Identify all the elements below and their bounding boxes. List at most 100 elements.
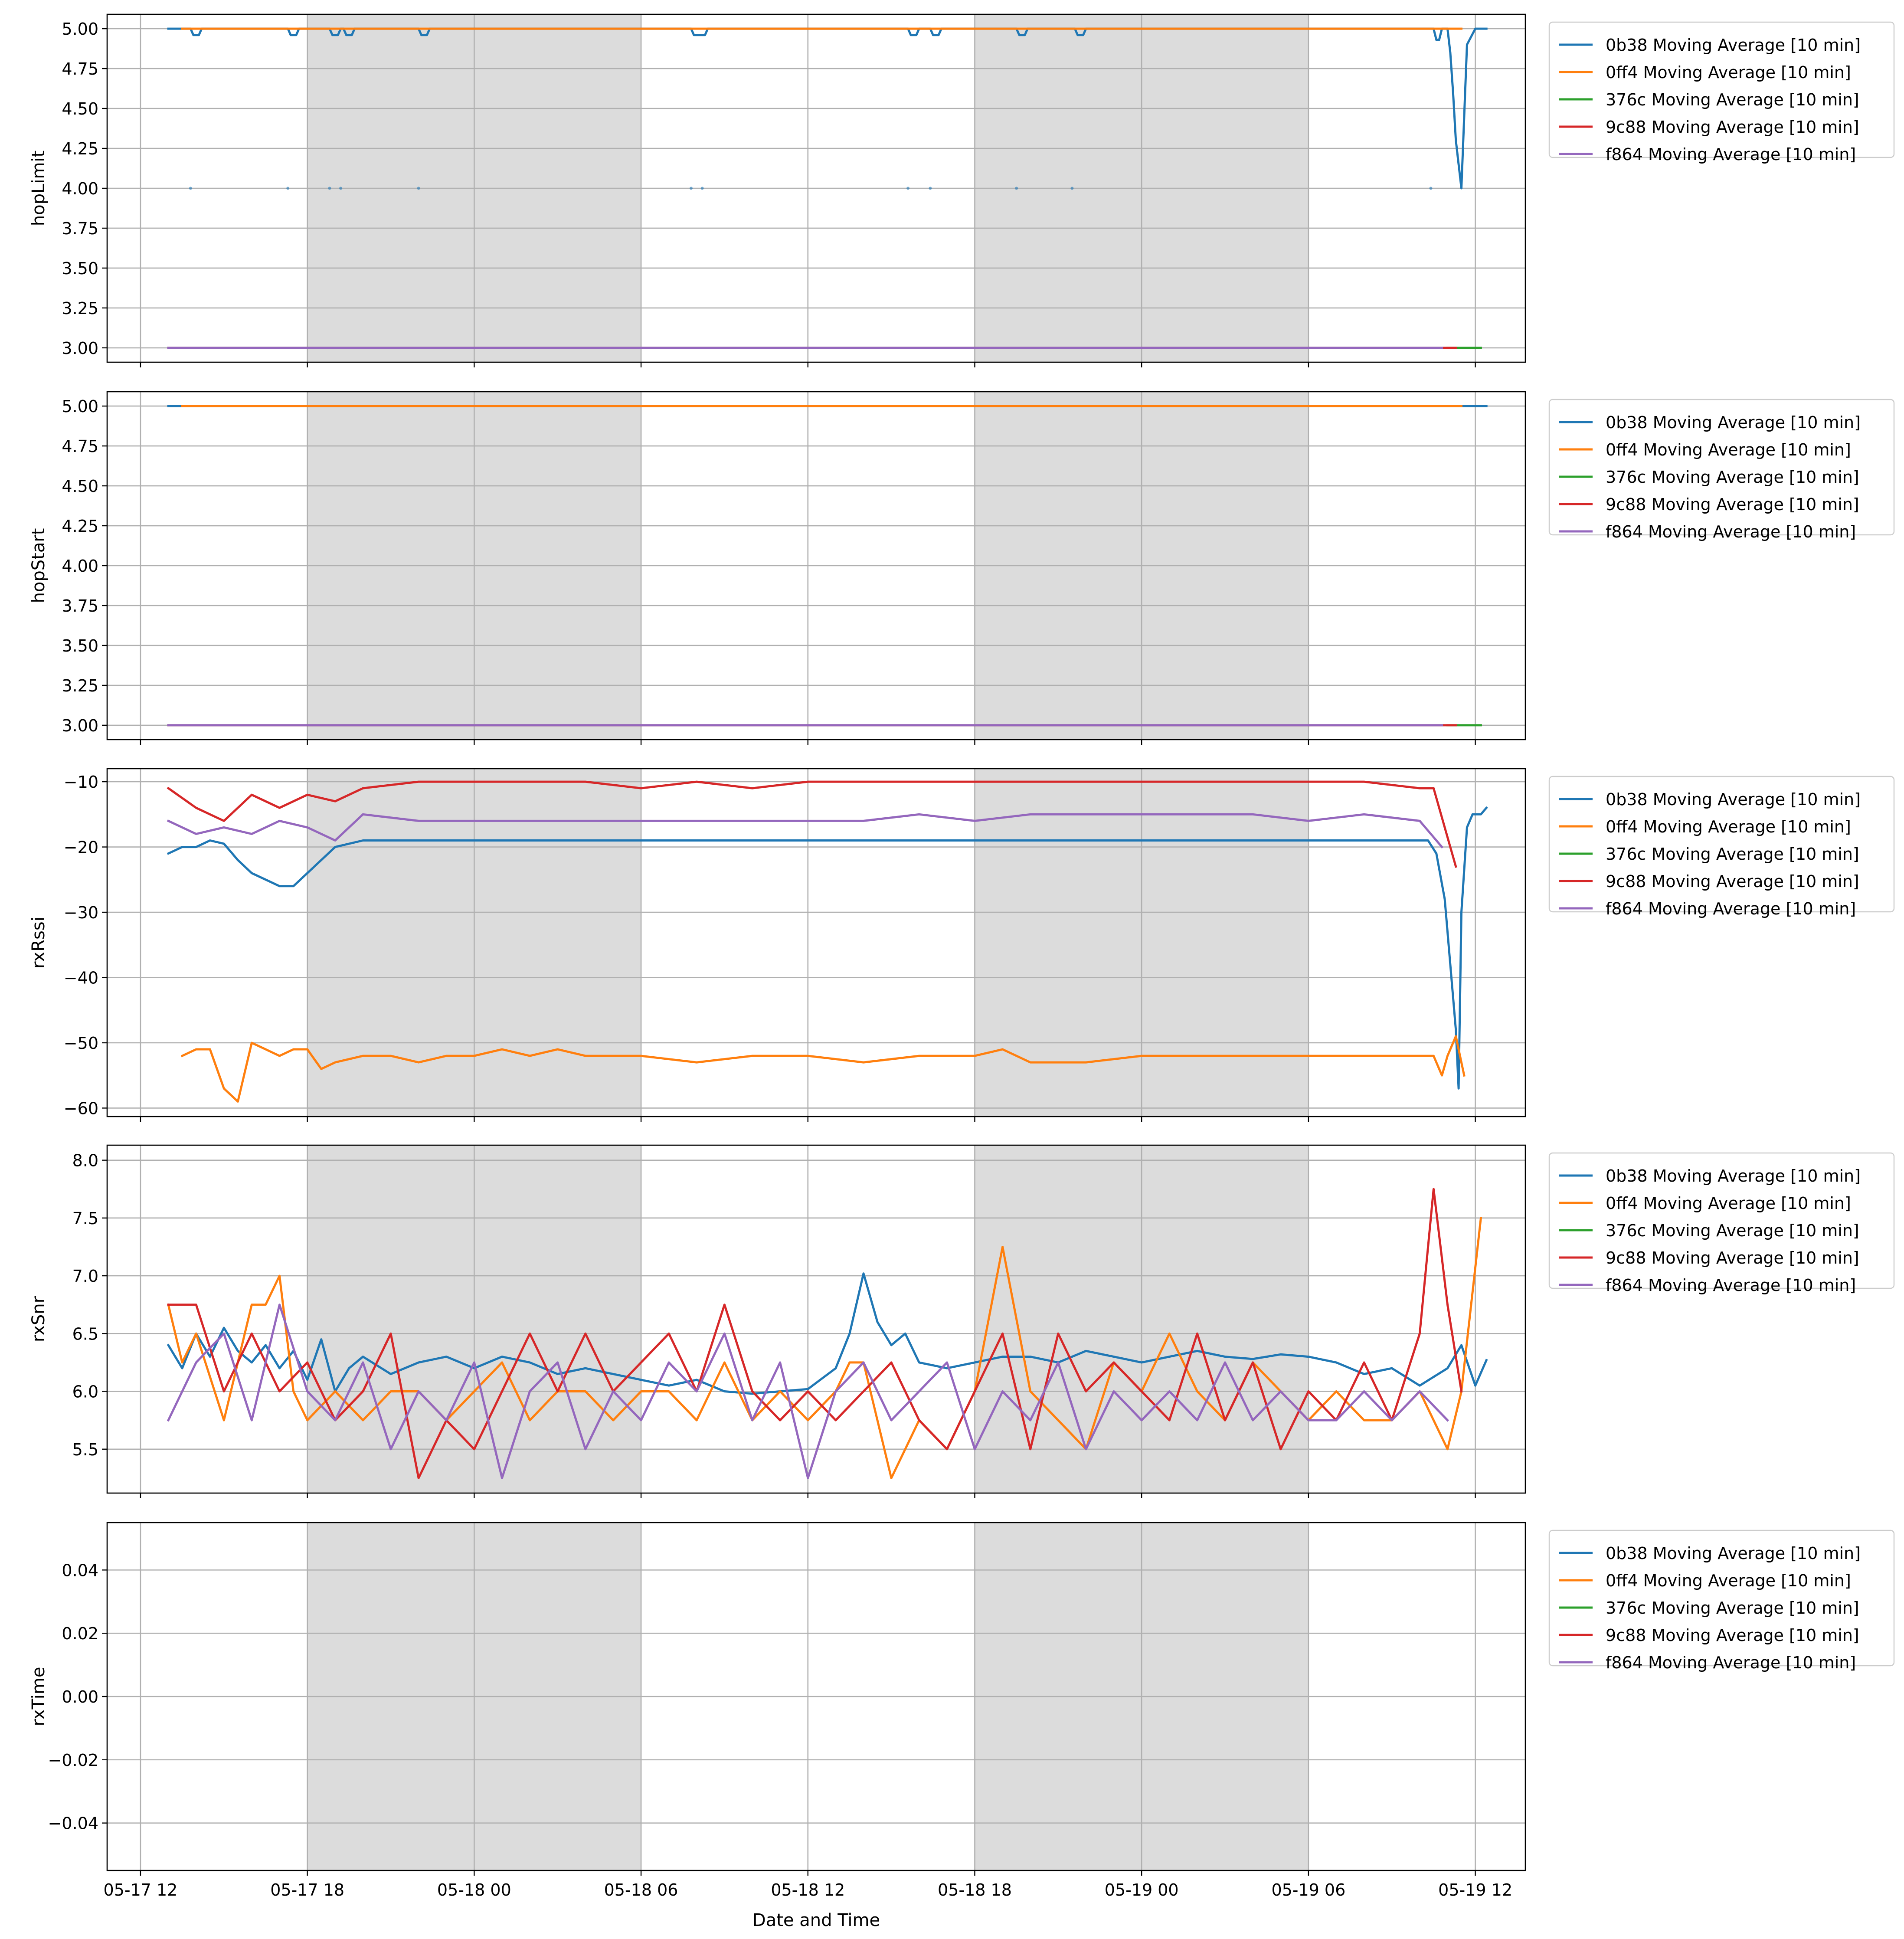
y-tick-label: 7.5 xyxy=(72,1209,98,1228)
data-point-0b38 xyxy=(906,187,910,190)
series-line-9c88 xyxy=(167,780,1457,868)
y-tick-label: 3.75 xyxy=(62,596,98,616)
y-tick-label: 0.02 xyxy=(62,1624,98,1643)
legend-box xyxy=(1548,1530,1895,1667)
x-tick-label: 05-17 18 xyxy=(270,1880,344,1900)
legend-label-9c88: 9c88 Moving Average [10 min] xyxy=(1606,495,1859,514)
data-point-0b38 xyxy=(1429,187,1433,190)
legend-label-f864: f864 Moving Average [10 min] xyxy=(1606,522,1856,541)
y-tick-label: 7.0 xyxy=(72,1267,98,1286)
data-point-0b38 xyxy=(700,187,704,190)
y-tick-label: 4.75 xyxy=(62,59,98,79)
legend-label-0b38: 0b38 Moving Average [10 min] xyxy=(1606,1166,1861,1186)
legend-label-f864: f864 Moving Average [10 min] xyxy=(1606,1276,1856,1295)
legend: 0b38 Moving Average [10 min] 0ff4 Moving … xyxy=(1548,1152,1895,1295)
legend-label-f864: f864 Moving Average [10 min] xyxy=(1606,145,1856,164)
y-tick-label: 6.0 xyxy=(72,1382,98,1402)
plot-frame xyxy=(106,391,1526,740)
y-tick-label: −60 xyxy=(64,1099,98,1118)
y-axis-label: rxSnr xyxy=(29,1296,49,1342)
plot-frame xyxy=(106,13,1526,363)
y-tick-label: 5.5 xyxy=(72,1440,98,1459)
y-tick-label: 3.25 xyxy=(62,299,98,318)
legend-label-0ff4: 0ff4 Moving Average [10 min] xyxy=(1606,63,1851,82)
data-point-0b38 xyxy=(339,187,343,190)
legend: 0b38 Moving Average [10 min] 0ff4 Moving … xyxy=(1548,399,1895,541)
y-tick-label: −0.02 xyxy=(48,1751,98,1770)
y-tick-label: 4.50 xyxy=(62,99,98,118)
legend-label-376c: 376c Moving Average [10 min] xyxy=(1606,845,1859,864)
legend-label-376c: 376c Moving Average [10 min] xyxy=(1606,1598,1859,1618)
y-tick-label: 3.50 xyxy=(62,259,98,278)
legend-box xyxy=(1548,1152,1895,1289)
legend-label-0b38: 0b38 Moving Average [10 min] xyxy=(1606,1544,1861,1563)
x-axis-label: Date and Time xyxy=(752,1910,880,1930)
data-point-0b38 xyxy=(189,187,192,190)
data-point-0b38 xyxy=(417,187,420,190)
y-tick-label: 4.25 xyxy=(62,517,98,536)
y-tick-label: 3.25 xyxy=(62,676,98,695)
y-tick-label: −50 xyxy=(64,1034,98,1053)
x-tick-label: 05-18 06 xyxy=(604,1880,678,1900)
y-tick-label: 6.5 xyxy=(72,1324,98,1343)
y-tick-label: 3.00 xyxy=(62,716,98,735)
data-point-0b38 xyxy=(1015,187,1018,190)
legend-label-0ff4: 0ff4 Moving Average [10 min] xyxy=(1606,1194,1851,1213)
legend-label-9c88: 9c88 Moving Average [10 min] xyxy=(1606,1626,1859,1645)
series-line-0ff4 xyxy=(180,1035,1466,1103)
legend-box xyxy=(1548,776,1895,913)
legend: 0b38 Moving Average [10 min] 0ff4 Moving … xyxy=(1548,21,1895,164)
y-tick-label: −0.04 xyxy=(48,1814,98,1833)
series-line-f864 xyxy=(167,813,1444,849)
legend-label-0b38: 0b38 Moving Average [10 min] xyxy=(1606,790,1861,809)
legend-label-0ff4: 0ff4 Moving Average [10 min] xyxy=(1606,817,1851,836)
data-point-0b38 xyxy=(689,187,693,190)
panel-rxTime: 05-17 12 05-17 18 05-18 00 05-18 06 05-18 12… xyxy=(29,1522,1895,1900)
x-tick-label: 05-19 06 xyxy=(1271,1880,1345,1900)
legend-label-9c88: 9c88 Moving Average [10 min] xyxy=(1606,1248,1859,1268)
y-tick-label: 4.00 xyxy=(62,179,98,198)
legend-box xyxy=(1548,399,1895,536)
data-point-0b38 xyxy=(328,187,331,190)
legend-label-376c: 376c Moving Average [10 min] xyxy=(1606,1221,1859,1240)
x-tick-label: 05-18 12 xyxy=(771,1880,845,1900)
x-tick-label: 05-18 00 xyxy=(437,1880,511,1900)
y-tick-label: 5.00 xyxy=(62,20,98,39)
panel-hopLimit: 3.00 3.25 3.50 3.75 4.00 4.25 4.50 4.75 5.00 hopL… xyxy=(29,13,1895,367)
data-point-0b38 xyxy=(1070,187,1074,190)
data-point-0b38 xyxy=(929,187,932,190)
legend-label-0b38: 0b38 Moving Average [10 min] xyxy=(1606,36,1861,55)
legend-label-0b38: 0b38 Moving Average [10 min] xyxy=(1606,413,1861,432)
y-tick-label: 3.00 xyxy=(62,339,98,358)
legend-label-0ff4: 0ff4 Moving Average [10 min] xyxy=(1606,1571,1851,1590)
x-tick-label: 05-17 12 xyxy=(104,1880,178,1900)
legend-label-376c: 376c Moving Average [10 min] xyxy=(1606,90,1859,109)
y-tick-label: 5.00 xyxy=(62,397,98,416)
y-axis-label: hopLimit xyxy=(29,151,49,226)
y-tick-label: −10 xyxy=(64,773,98,792)
panel-hopStart: 3.00 3.25 3.50 3.75 4.00 4.25 4.50 4.75 5.00 hopS… xyxy=(29,391,1895,745)
series-line-f864 xyxy=(167,1304,1449,1479)
y-tick-label: 4.00 xyxy=(62,557,98,576)
y-tick-label: 4.25 xyxy=(62,139,98,158)
y-tick-label: −20 xyxy=(64,838,98,857)
data-point-0b38 xyxy=(286,187,290,190)
x-tick-label: 05-18 18 xyxy=(938,1880,1012,1900)
legend-label-f864: f864 Moving Average [10 min] xyxy=(1606,1653,1856,1672)
x-tick-label: 05-19 00 xyxy=(1105,1880,1179,1900)
y-axis-label: rxTime xyxy=(29,1667,49,1726)
y-tick-label: 3.50 xyxy=(62,636,98,655)
legend-label-9c88: 9c88 Moving Average [10 min] xyxy=(1606,872,1859,891)
y-tick-label: −40 xyxy=(64,969,98,988)
plot-frame xyxy=(106,1144,1526,1494)
y-axis-label: hopStart xyxy=(29,528,49,603)
series-line-9c88 xyxy=(167,1188,1463,1479)
legend-label-376c: 376c Moving Average [10 min] xyxy=(1606,468,1859,487)
panel-rxSnr: 5.5 6.0 6.5 7.0 7.5 8.0 rxSnr 0b38 Moving Avera… xyxy=(29,1144,1895,1498)
legend: 0b38 Moving Average [10 min] 0ff4 Moving … xyxy=(1548,1530,1895,1672)
legend-box xyxy=(1548,21,1895,158)
x-tick-label: 05-19 12 xyxy=(1438,1880,1512,1900)
y-tick-label: −30 xyxy=(64,903,98,922)
y-tick-label: 8.0 xyxy=(72,1151,98,1170)
